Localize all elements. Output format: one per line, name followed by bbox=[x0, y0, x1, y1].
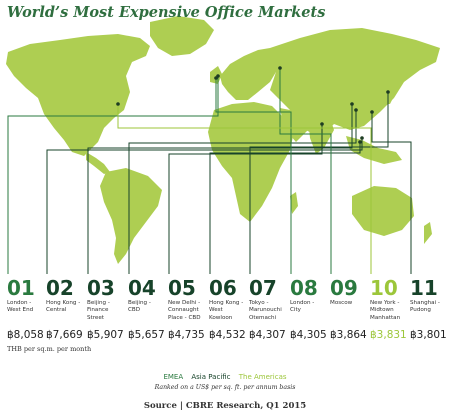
central-america-shape bbox=[86, 152, 110, 174]
market-value: ฿8,058 bbox=[7, 329, 44, 341]
legend-emea: EMEA bbox=[163, 373, 184, 381]
leader-line bbox=[168, 124, 323, 274]
market-rank: 07 bbox=[249, 276, 277, 300]
leader-line bbox=[7, 76, 219, 274]
city-dot bbox=[360, 136, 364, 140]
market-value: ฿4,735 bbox=[168, 329, 205, 341]
ranking-note: Ranked on a US$ per sq. ft. per annum ba… bbox=[154, 384, 296, 391]
market-value: ฿5,907 bbox=[87, 329, 124, 341]
legend-asia-pacific: Asia Pacific bbox=[191, 373, 231, 381]
india-shape bbox=[308, 118, 334, 154]
north-america-shape bbox=[6, 34, 150, 156]
market-name: London - West End bbox=[7, 300, 34, 314]
city-dot bbox=[278, 66, 282, 70]
leader-line bbox=[128, 110, 357, 274]
market-rank: 02 bbox=[46, 276, 74, 300]
chart-title: World’s Most Expensive Office Markets bbox=[7, 4, 326, 21]
market-rank: 11 bbox=[410, 276, 438, 300]
leader-line bbox=[279, 68, 332, 274]
leader-line bbox=[249, 92, 389, 274]
greenland-shape bbox=[150, 16, 214, 56]
market-name: Beijing - CBD bbox=[128, 300, 151, 314]
city-dot bbox=[350, 102, 354, 106]
leader-lines bbox=[7, 68, 412, 274]
leader-line bbox=[117, 104, 372, 274]
legend: EMEA Asia Pacific The Americas bbox=[0, 373, 450, 381]
market-name: Moscow bbox=[330, 300, 353, 306]
europe-shape bbox=[220, 48, 284, 100]
legend-americas: The Americas bbox=[238, 373, 287, 381]
madagascar-shape bbox=[290, 192, 298, 214]
city-dots bbox=[116, 66, 390, 144]
market-name: Hong Kong - West Kowloon bbox=[209, 300, 244, 321]
new-zealand-shape bbox=[424, 222, 432, 244]
city-dot bbox=[358, 140, 362, 144]
market-rank: 05 bbox=[168, 276, 196, 300]
city-dot bbox=[386, 90, 390, 94]
city-dot bbox=[354, 108, 358, 112]
market-rank: 04 bbox=[128, 276, 156, 300]
city-dot bbox=[116, 102, 120, 106]
market-value: ฿3,831 bbox=[370, 329, 407, 341]
market-rank: 03 bbox=[87, 276, 115, 300]
south-america-shape bbox=[100, 168, 162, 264]
city-dot bbox=[320, 122, 324, 126]
market-rank: 08 bbox=[290, 276, 318, 300]
leader-line bbox=[87, 104, 353, 274]
market-rank: 06 bbox=[209, 276, 237, 300]
market-name: New Delhi - Connaught Place - CBD bbox=[168, 300, 201, 321]
city-dot bbox=[370, 110, 374, 114]
unit-label: THB per sq.m. per month bbox=[7, 345, 92, 353]
market-name: London - City bbox=[290, 300, 315, 314]
australia-shape bbox=[352, 186, 414, 236]
uk-shape bbox=[210, 66, 222, 84]
market-value: ฿4,532 bbox=[209, 329, 246, 341]
market-rank: 01 bbox=[7, 276, 35, 300]
market-value: ฿4,305 bbox=[290, 329, 327, 341]
market-rank: 10 bbox=[370, 276, 398, 300]
market-name: Tokyo - Marunouchi Otemachi bbox=[249, 300, 282, 321]
leader-line bbox=[46, 138, 363, 274]
market-value: ฿5,657 bbox=[128, 329, 165, 341]
leader-line bbox=[371, 112, 412, 274]
market-value: ฿4,307 bbox=[249, 329, 286, 341]
market-name: New York - Midtown Manhattan bbox=[370, 300, 401, 321]
market-value: ฿3,864 bbox=[330, 329, 367, 341]
market-name: Shanghai - Pudong bbox=[410, 300, 440, 314]
leader-line bbox=[215, 78, 292, 274]
market-name: Hong Kong - Central bbox=[46, 300, 81, 314]
source-line: Source | CBRE Research, Q1 2015 bbox=[143, 401, 307, 411]
market-value: ฿3,801 bbox=[410, 329, 447, 341]
city-dot bbox=[214, 76, 218, 80]
market-name: Beijing - Finance Street bbox=[87, 300, 110, 321]
asia-shape bbox=[270, 28, 440, 138]
market-value: ฿7,669 bbox=[46, 329, 83, 341]
market-rank: 09 bbox=[330, 276, 358, 300]
africa-shape bbox=[208, 102, 294, 222]
continents bbox=[6, 16, 440, 264]
